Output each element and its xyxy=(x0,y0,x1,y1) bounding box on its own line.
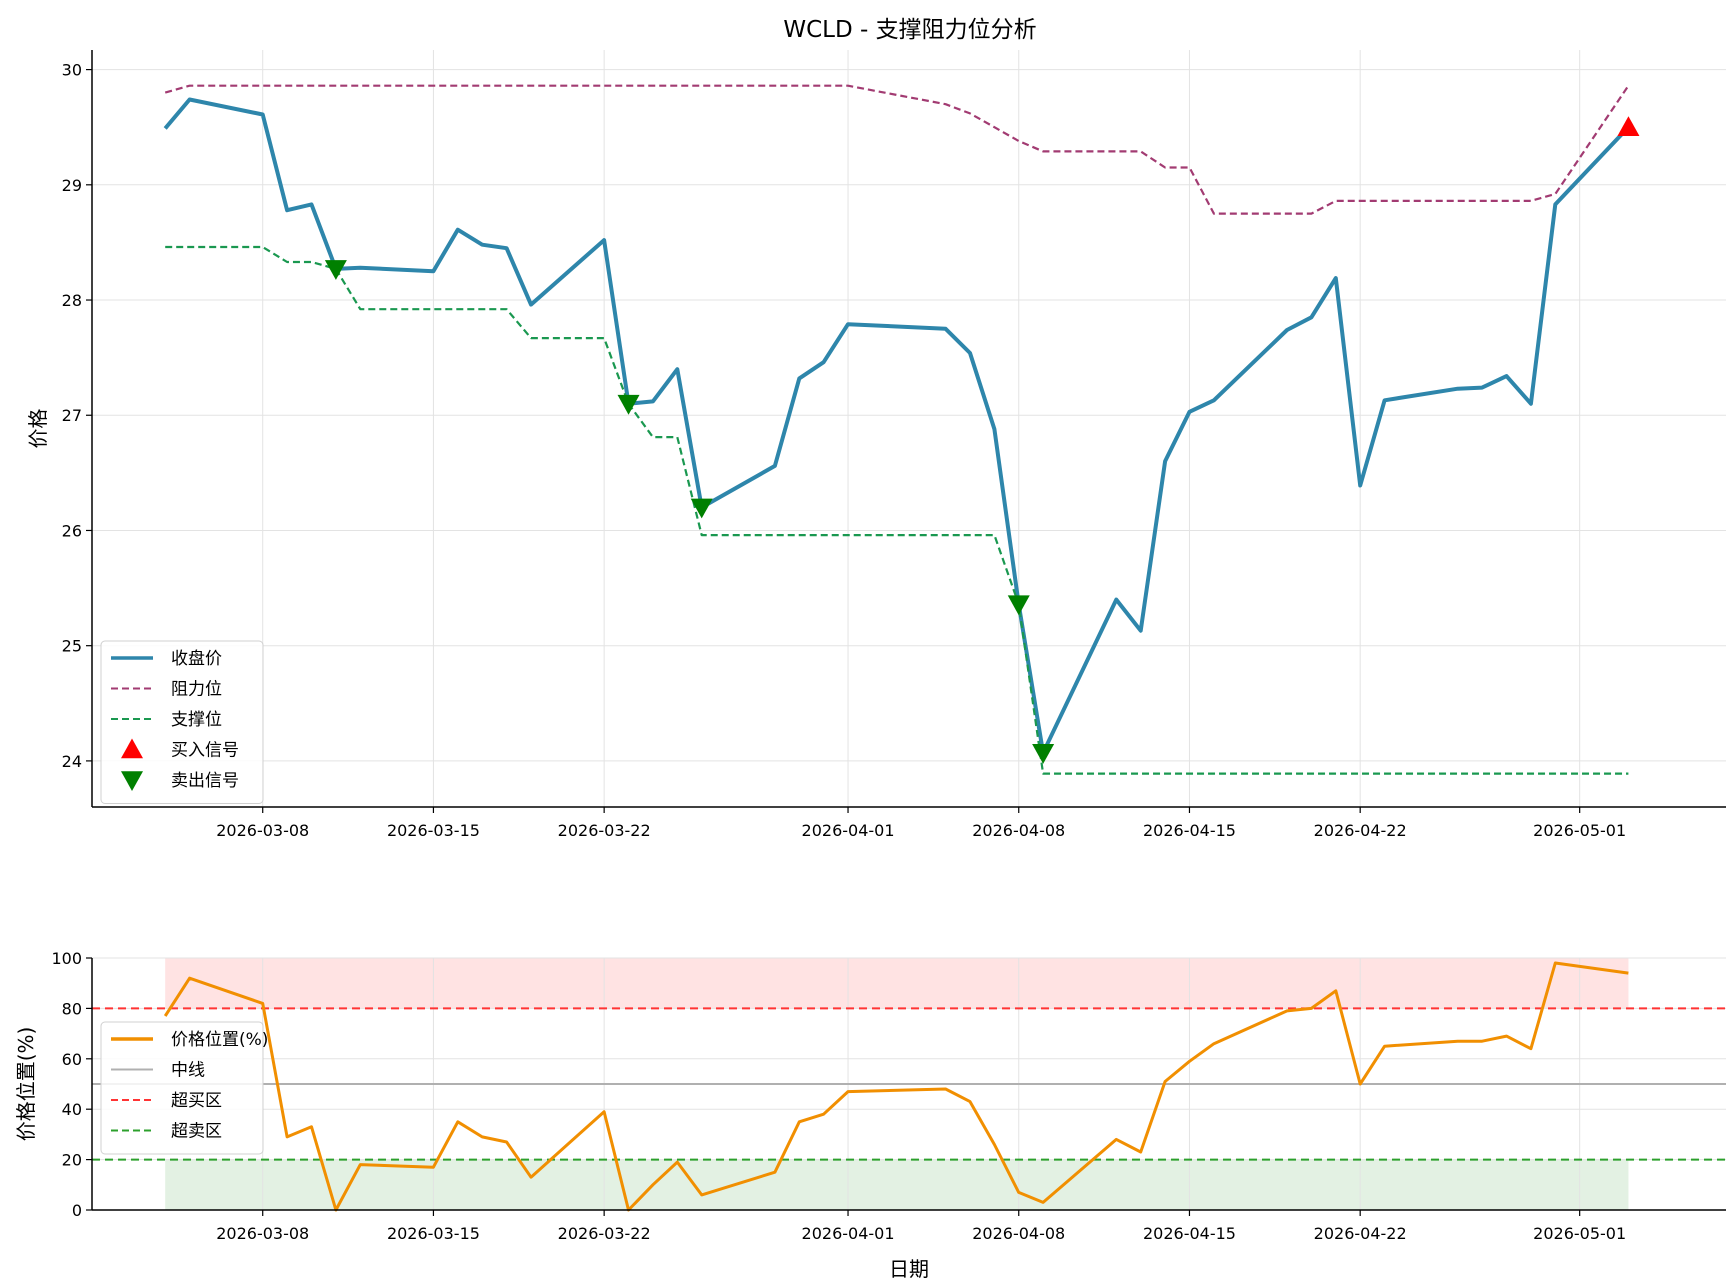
series-line xyxy=(165,245,1629,775)
y-tick-label: 40 xyxy=(62,1100,82,1119)
legend-marker xyxy=(121,738,143,759)
legend-label: 超卖区 xyxy=(171,1122,222,1142)
legend-box xyxy=(100,640,264,804)
x-tick-label: 2026-03-08 xyxy=(216,1224,309,1243)
y-tick-label: 0 xyxy=(72,1201,82,1220)
sell-signal-marker xyxy=(1032,744,1055,764)
y-tick-label: 24 xyxy=(62,752,82,771)
position-panel: 0 20 40 60 80 100 2026-03-08 2026-03-15 2026-03-… xyxy=(14,949,1726,1281)
legend-marker xyxy=(121,771,143,791)
legend-label: 阻力位 xyxy=(171,680,222,700)
x-tick-label: 2026-04-01 xyxy=(802,821,895,840)
zone-band xyxy=(165,1159,1629,1210)
y-axis-title: 价格位置(%) xyxy=(14,1027,38,1142)
series-line xyxy=(163,97,1630,755)
x-tick-label: 2026-03-15 xyxy=(387,1224,480,1243)
x-tick-label: 2026-04-22 xyxy=(1314,1224,1407,1243)
x-tick-label: 2026-03-22 xyxy=(558,1224,651,1243)
x-tick-label: 2026-05-01 xyxy=(1533,1224,1626,1243)
y-tick-label: 20 xyxy=(62,1151,82,1170)
x-tick-label: 2026-03-08 xyxy=(216,821,309,840)
x-tick-label: 2026-04-08 xyxy=(972,821,1065,840)
legend-label: 支撑位 xyxy=(171,710,222,730)
y-tick-label: 26 xyxy=(62,521,82,540)
y-tick-label: 80 xyxy=(62,999,82,1018)
series-line xyxy=(164,84,1630,215)
x-tick-label: 2026-03-22 xyxy=(558,821,651,840)
x-tick-label: 2026-03-15 xyxy=(387,821,480,840)
legend-label: 价格位置(%) xyxy=(171,1030,268,1050)
sell-signal-marker xyxy=(1007,595,1030,616)
y-tick-label: 100 xyxy=(51,949,82,968)
x-tick-label: 2026-05-01 xyxy=(1533,821,1626,840)
legend-box xyxy=(100,1021,264,1155)
y-tick-label: 28 xyxy=(62,291,82,310)
sell-signal-marker xyxy=(690,498,713,519)
x-tick-label: 2026-04-22 xyxy=(1314,821,1407,840)
y-tick-label: 27 xyxy=(62,406,82,425)
zone-band xyxy=(165,958,1629,1009)
legend-label: 超买区 xyxy=(171,1091,222,1111)
y-tick-label: 29 xyxy=(62,176,82,195)
x-tick-label: 2026-04-15 xyxy=(1143,1224,1236,1243)
y-axis-title: 价格 xyxy=(26,409,50,449)
x-axis-title: 日期 xyxy=(889,1257,929,1281)
buy-signal-marker xyxy=(1617,116,1640,136)
y-tick-label: 30 xyxy=(62,61,82,80)
x-tick-label: 2026-04-15 xyxy=(1143,821,1236,840)
y-tick-label: 25 xyxy=(62,637,82,656)
series-line xyxy=(163,961,1629,1212)
y-tick-label: 60 xyxy=(62,1050,82,1069)
sell-signal-marker xyxy=(617,394,640,415)
chart-title: WCLD - 支撑阻力位分析 xyxy=(783,17,1036,43)
legend-label: 买入信号 xyxy=(171,741,239,761)
legend-label: 卖出信号 xyxy=(171,771,239,791)
price-panel: 24 25 26 27 28 29 30 2026-03-08 2026-03-15 2026-0… xyxy=(26,50,1726,840)
legend-label: 收盘价 xyxy=(171,649,222,669)
x-tick-label: 2026-04-01 xyxy=(802,1224,895,1243)
x-tick-label: 2026-04-08 xyxy=(972,1224,1065,1243)
legend-label: 中线 xyxy=(171,1061,205,1081)
sell-signal-marker xyxy=(324,260,347,280)
